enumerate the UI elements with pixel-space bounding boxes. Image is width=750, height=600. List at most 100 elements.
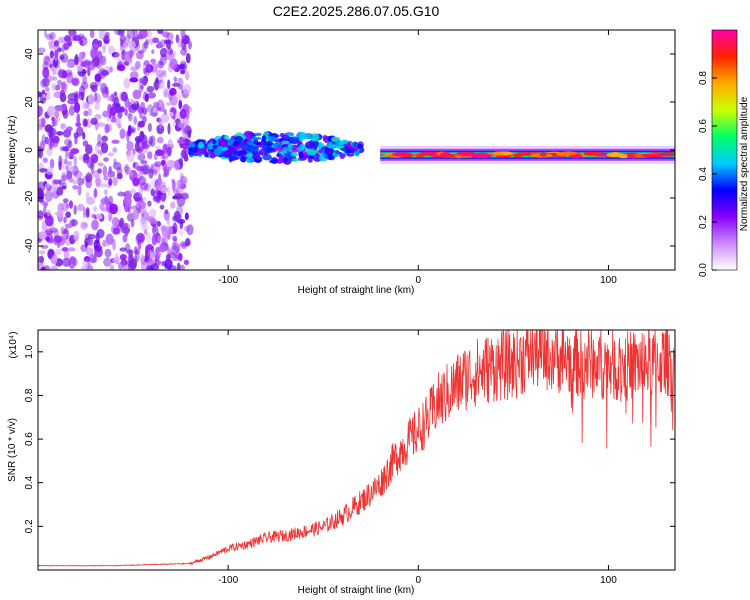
noise-blob — [89, 30, 95, 39]
noise-blob — [40, 266, 46, 270]
noise-blob — [132, 30, 139, 38]
snr-ytick-label: 0.2 — [24, 519, 35, 533]
noise-blob — [140, 101, 145, 110]
noise-blob — [44, 190, 53, 203]
noise-blob — [108, 178, 113, 186]
noise-blob — [100, 142, 109, 154]
noise-blob — [130, 103, 140, 110]
noise-blob — [73, 30, 78, 38]
carrier-blob — [657, 152, 675, 157]
noise-blob — [182, 133, 189, 138]
noise-blob — [148, 136, 154, 145]
ramp-blob — [212, 144, 218, 149]
noise-blob — [127, 124, 132, 137]
snr-frame — [37, 329, 676, 571]
noise-blob — [124, 163, 130, 176]
noise-blob — [50, 265, 59, 270]
colorbar-tick-label: 0.6 — [698, 119, 709, 133]
noise-blob — [144, 249, 151, 261]
noise-blob — [178, 228, 184, 236]
snr-ylabel: SNR (10 * v/v) — [7, 418, 18, 482]
noise-blob — [132, 162, 136, 168]
noise-blob — [104, 123, 110, 134]
noise-blob — [184, 70, 190, 81]
noise-blob — [103, 175, 109, 181]
noise-blob — [154, 248, 161, 260]
noise-blob — [169, 111, 174, 117]
noise-blob — [54, 49, 59, 58]
noise-blob — [136, 200, 142, 207]
noise-blob — [123, 195, 132, 208]
noise-blob — [43, 55, 51, 66]
ramp-blob — [230, 147, 236, 154]
noise-blob — [178, 99, 183, 110]
ramp-blob — [296, 147, 304, 151]
ramp-blob — [278, 154, 284, 161]
noise-blob — [151, 234, 157, 246]
ramp-blob — [239, 144, 247, 150]
noise-blob — [38, 181, 46, 193]
noise-blob — [68, 200, 74, 209]
noise-blob — [177, 122, 185, 129]
noise-blob — [166, 159, 176, 169]
noise-blob — [137, 120, 145, 128]
ramp-blob — [324, 147, 334, 155]
noise-blob — [173, 76, 178, 83]
spectrogram-ytick-label: 40 — [24, 48, 35, 60]
noise-blob — [44, 228, 54, 235]
noise-blob — [124, 96, 130, 109]
noise-blob — [103, 35, 111, 45]
noise-blob — [157, 60, 164, 69]
noise-blob — [160, 113, 170, 124]
noise-blob — [96, 95, 101, 103]
ramp-blob — [213, 147, 222, 156]
noise-blob — [111, 216, 120, 227]
noise-blob — [81, 39, 88, 46]
noise-blob — [129, 71, 139, 80]
noise-blob — [87, 93, 95, 105]
snr-ytick-label: 0.8 — [24, 388, 35, 402]
noise-blob — [40, 244, 49, 249]
noise-blob — [103, 157, 109, 162]
noise-blob — [82, 259, 90, 268]
noise-blob — [108, 166, 112, 175]
ramp-blob — [313, 140, 319, 148]
noise-blob — [150, 58, 157, 64]
noise-blob — [40, 197, 45, 204]
noise-blob — [119, 91, 127, 102]
noise-blob — [66, 60, 75, 69]
noise-blob — [101, 135, 108, 142]
noise-blob — [150, 105, 159, 118]
noise-blob — [62, 145, 69, 152]
noise-blob — [141, 215, 146, 225]
noise-blob — [155, 149, 165, 157]
noise-blob — [80, 221, 88, 231]
carrier-blob — [392, 152, 413, 157]
carrier-blob — [439, 152, 451, 157]
noise-blob — [115, 116, 121, 127]
noise-blob — [45, 167, 54, 175]
ramp-blob — [209, 152, 216, 159]
noise-blob — [94, 143, 100, 154]
spectrogram-ytick-label: -20 — [24, 190, 35, 205]
noise-blob — [179, 108, 187, 119]
noise-blob — [76, 126, 84, 137]
noise-blob — [61, 44, 65, 53]
noise-blob — [103, 189, 108, 195]
noise-blob — [54, 248, 62, 256]
ramp-blob — [265, 146, 273, 154]
noise-blob — [116, 172, 123, 180]
carrier-blob — [419, 151, 440, 156]
noise-blob — [42, 157, 48, 164]
noise-blob — [119, 247, 127, 252]
spectrogram-xtick-label: 0 — [416, 275, 422, 286]
noise-blob — [85, 174, 89, 183]
noise-blob — [89, 253, 97, 264]
noise-blob — [164, 88, 169, 98]
noise-blob — [164, 151, 168, 163]
noise-blob — [49, 158, 55, 169]
noise-blob — [53, 43, 61, 52]
noise-blob — [77, 65, 84, 72]
noise-blob — [140, 225, 150, 232]
noise-blob — [45, 91, 51, 101]
